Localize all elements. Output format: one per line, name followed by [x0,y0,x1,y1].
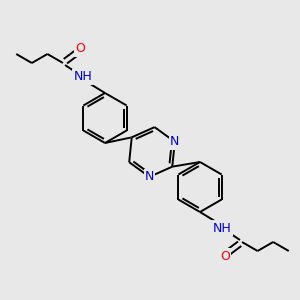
Text: N: N [145,170,154,183]
Text: N: N [170,135,179,148]
Text: NH: NH [213,221,231,235]
Text: O: O [75,43,85,56]
Text: NH: NH [74,70,92,83]
Text: O: O [220,250,230,262]
